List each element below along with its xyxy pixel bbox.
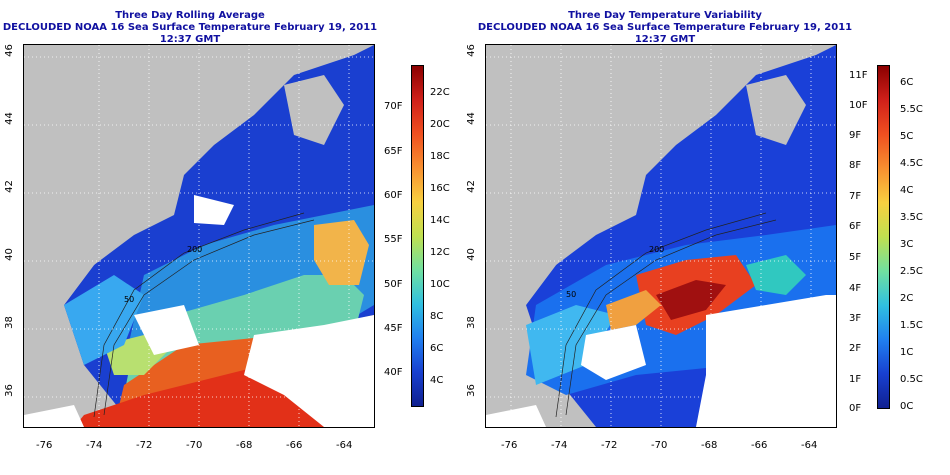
y-tick-label: 36 [3,384,15,397]
colorbar-label: 20C [430,119,450,130]
x-tick-label: -66 [751,440,768,451]
colorbar-label: 14C [430,215,450,226]
colorbar-label: 18C [430,151,450,162]
x-tick-label: -72 [136,440,153,451]
x-tick-label: -76 [36,440,53,451]
x-tick-label: -74 [86,440,103,451]
y-tick-label: 42 [465,180,477,193]
colorbar-label: 22C [430,87,450,98]
y-tick-label: 44 [3,112,15,125]
y-tick-label: 46 [465,44,477,57]
colorbar-label: 16C [430,183,450,194]
colorbar-label: 45F [384,323,403,334]
right-variability-map [486,45,836,427]
contour-label: 50 [566,290,577,299]
x-tick-label: -70 [651,440,668,451]
x-tick-label: -64 [336,440,353,451]
y-tick-label: 38 [465,316,477,329]
colorbar-label: 5F [849,252,862,263]
colorbar-label: 0.5C [900,374,923,385]
colorbar-label: 40F [384,367,403,378]
x-tick-label: -72 [601,440,618,451]
y-tick-label: 46 [3,44,15,57]
colorbar-label: 50F [384,279,403,290]
colorbar-label: 4C [430,375,444,386]
colorbar-label: 1F [849,374,862,385]
y-tick-label: 42 [3,180,15,193]
colorbar-label: 2C [900,293,914,304]
colorbar-label: 5C [900,131,914,142]
colorbar-label: 4C [900,185,914,196]
colorbar-label: 5.5C [900,104,923,115]
left-title-line2: DECLOUDED NOAA 16 Sea Surface Temperatur… [2,22,378,45]
left-title: Three Day Rolling Average DECLOUDED NOAA… [0,10,380,46]
colorbar-label: 4F [849,283,862,294]
contour-label: 200 [187,245,203,254]
left-sst-map [24,45,374,427]
colorbar-label: 8C [430,311,444,322]
x-tick-label: -74 [551,440,568,451]
right-title-line2: DECLOUDED NOAA 16 Sea Surface Temperatur… [477,22,853,45]
left-map-panel: 200 50 [23,44,375,428]
x-tick-label: -76 [501,440,518,451]
x-tick-label: -68 [236,440,253,451]
colorbar-label: 1.5C [900,320,923,331]
colorbar-label: 3C [900,239,914,250]
x-tick-label: -68 [701,440,718,451]
colorbar-label: 2.5C [900,266,923,277]
right-colorbar [877,65,890,409]
colorbar-label: 6C [430,343,444,354]
right-map-panel: 200 50 [485,44,837,428]
colorbar-label: 65F [384,146,403,157]
y-tick-label: 38 [3,316,15,329]
y-tick-label: 36 [465,384,477,397]
contour-label: 200 [649,245,665,254]
y-tick-label: 44 [465,112,477,125]
colorbar-label: 3F [849,313,862,324]
contour-label: 50 [124,295,135,304]
colorbar-label: 55F [384,234,403,245]
y-tick-label: 40 [3,248,15,261]
colorbar-label: 6C [900,77,914,88]
left-colorbar [411,65,424,407]
right-title: Three Day Temperature Variability DECLOU… [470,10,860,46]
colorbar-label: 10C [430,279,450,290]
x-tick-label: -64 [801,440,818,451]
colorbar-label: 9F [849,130,862,141]
colorbar-label: 12C [430,247,450,258]
colorbar-label: 8F [849,160,862,171]
y-tick-label: 40 [465,248,477,261]
left-title-line1: Three Day Rolling Average [115,10,265,21]
colorbar-label: 1C [900,347,914,358]
colorbar-label: 10F [849,100,868,111]
x-tick-label: -66 [286,440,303,451]
colorbar-label: 0C [900,401,914,412]
colorbar-label: 70F [384,101,403,112]
colorbar-label: 2F [849,343,862,354]
colorbar-label: 6F [849,221,862,232]
colorbar-label: 4.5C [900,158,923,169]
colorbar-label: 7F [849,191,862,202]
colorbar-label: 0F [849,403,862,414]
colorbar-label: 60F [384,190,403,201]
x-tick-label: -70 [186,440,203,451]
colorbar-label: 3.5C [900,212,923,223]
right-title-line1: Three Day Temperature Variability [568,10,762,21]
colorbar-label: 11F [849,70,868,81]
